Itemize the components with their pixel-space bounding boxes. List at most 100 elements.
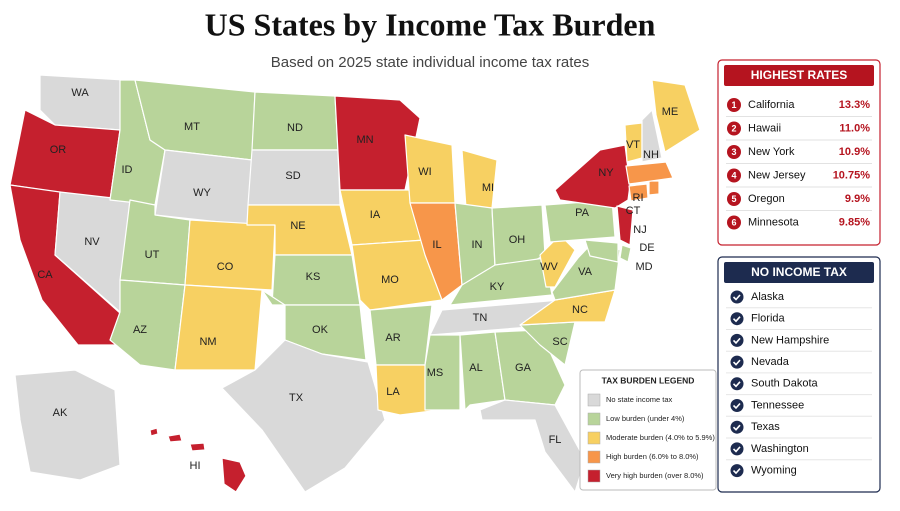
state-label: MO [381,274,399,286]
state-shape [461,149,498,209]
state-label: MN [356,134,373,146]
legend-label: No state income tax [606,395,673,404]
state-name: California [748,99,795,111]
panel-header [724,262,874,283]
legend: TAX BURDEN LEGEND No state income tax Low… [579,369,717,491]
rank-badge [727,168,741,183]
state-label: MS [427,367,444,379]
check-badge [730,399,744,412]
state-shape [351,239,443,311]
state-label: NM [199,336,216,348]
check-icon [732,402,741,410]
state-shape [149,427,159,437]
state-shape [625,161,674,185]
state-name: Minnesota [748,216,800,228]
state-label: NY [598,167,614,179]
check-badge [730,333,744,347]
state-label: ME [662,106,679,118]
state-name: Florida [751,313,786,325]
state-label: OR [50,144,67,156]
states: WA OR CA NV ID MT WY UT AZ CO NM ND SD NE KS OK TX MN IA MO… [9,74,701,493]
legend-label: Low burden (under 4%) [606,414,685,423]
state-label: AZ [133,324,147,336]
rank: 3 [731,147,736,157]
state-name: Nevada [751,356,790,368]
state-label: WA [71,87,89,99]
state-label: AR [385,332,400,344]
state-shape [641,109,663,163]
state-shape [459,331,506,411]
state-label: NJ [633,224,646,236]
state-name: New Hampshire [751,334,829,346]
state-label: NC [572,304,588,316]
state-shape [221,339,386,493]
state-label: PA [575,207,590,219]
check-badge [730,442,744,456]
legend-box [579,369,717,491]
state-label: NH [643,149,659,161]
state-name: Oregon [748,193,785,205]
state-label: ND [287,122,303,134]
legend-swatch [587,431,601,445]
state-shape [479,399,586,493]
state-shape [184,219,276,291]
state-label: KY [490,281,505,293]
state-label: CA [37,269,53,281]
check-icon [732,337,741,345]
state-label: AL [469,362,482,374]
state-label: GA [515,362,532,374]
state-shape [619,244,632,263]
state-shape [221,457,247,493]
state-name: Hawaii [748,122,781,134]
state-label: SD [285,170,300,182]
state-shape [109,279,186,371]
state-label: HI [190,460,201,472]
state-label: VA [578,266,593,278]
state-label: MI [482,182,494,194]
check-icon [732,446,741,453]
state-label: IL [432,239,441,251]
state-shape [369,304,433,366]
state-name: Wyoming [751,465,797,477]
rate: 9.85% [839,216,870,228]
check-badge [730,464,744,478]
rank: 1 [731,100,736,110]
state-shape [554,144,631,209]
state-label: IN [472,239,483,251]
state-label: VT [626,139,640,151]
state-shape [651,79,701,153]
rank-badge [727,145,741,159]
state-label: AK [53,407,68,419]
state-shape [648,180,660,196]
state-name: Alaska [751,291,785,303]
rank: 6 [731,217,736,227]
state-label: LA [386,386,400,398]
state-label: WI [418,166,431,178]
state-shape [39,74,126,131]
highest-rates-panel: HIGHEST RATES 1 California 13.3% 2 Hawaii 11.… [717,59,881,246]
state-name: South Dakota [751,378,819,390]
state-shape [261,289,367,361]
no-income-tax-panel: NO INCOME TAX Alaska Florida New Hampshire… [717,256,881,493]
state-name: New York [748,146,795,158]
panel-title: NO INCOME TAX [751,265,847,279]
legend-swatch [587,450,601,464]
state-label: UT [145,249,160,261]
state-label: DE [639,242,654,254]
title: US States by Income Tax Burden [205,6,656,42]
panel-box [717,59,881,246]
panel-header [724,65,874,86]
state-label: TN [473,312,488,324]
rank-badge [727,215,741,230]
state-label: RI [633,192,644,204]
state-name: New Jersey [748,169,806,181]
state-label: TX [289,392,304,404]
check-badge [730,355,744,369]
state-label: CT [626,205,641,217]
rank-badge [727,192,741,206]
panel-title: HIGHEST RATES [751,68,847,82]
legend-swatch [587,412,601,426]
check-icon [732,359,741,366]
